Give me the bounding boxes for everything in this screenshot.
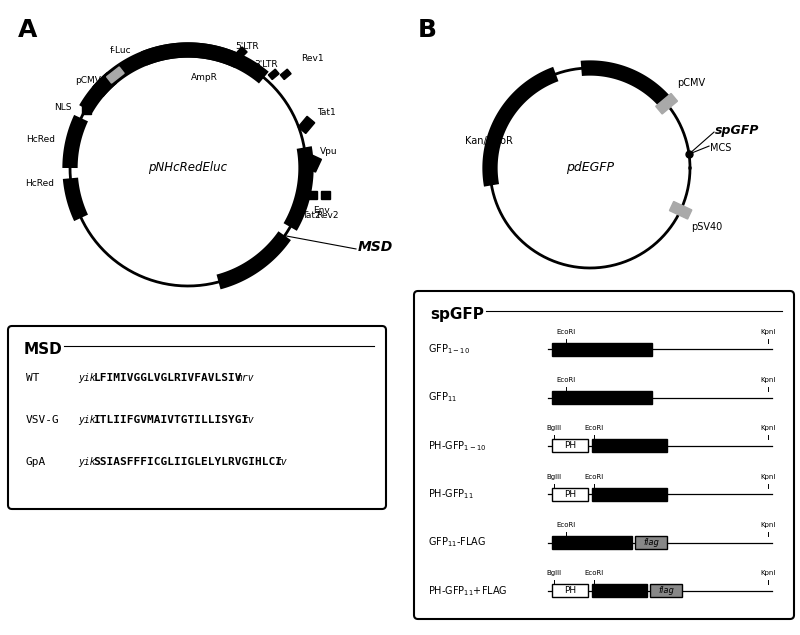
Text: MCS: MCS [710,143,731,153]
Bar [82,105,91,114]
Bar [552,391,652,404]
Bar [552,343,652,356]
Text: PH-GFP$_{1-10}$: PH-GFP$_{1-10}$ [428,439,487,453]
Text: GFP$_{11}$-FLAG: GFP$_{11}$-FLAG [428,535,486,549]
Text: flag: flag [643,538,659,547]
Text: EcoRI: EcoRI [584,425,604,431]
Text: KpnI: KpnI [760,329,776,335]
Text: GFP$_{1-10}$: GFP$_{1-10}$ [428,342,470,356]
FancyBboxPatch shape [414,291,794,619]
Bar [635,536,667,549]
Bar [268,69,279,79]
Text: AmpR: AmpR [191,73,218,82]
Text: pdEGFP: pdEGFP [566,161,614,175]
Text: EcoRI: EcoRI [584,570,604,577]
Bar [552,488,588,500]
Text: rv: rv [243,415,255,425]
Text: EcoRI: EcoRI [556,377,576,383]
Text: LFIMIVGGLVGLRIVFAVLSIV: LFIMIVGGLVGLRIVFAVLSIV [94,373,242,383]
Text: 5'LTR: 5'LTR [235,42,259,51]
Text: BglII: BglII [546,570,562,577]
Text: PH: PH [564,586,576,596]
Text: Vpu: Vpu [320,147,338,156]
Text: A: A [18,18,38,42]
Text: pCMV: pCMV [677,79,705,88]
Text: PH: PH [564,490,576,498]
Text: rv: rv [275,457,287,467]
Text: SSIASFFFICGLIIGLELYLRVGIHLCI: SSIASFFFICGLIIGLELYLRVGIHLCI [94,457,282,467]
Text: Tat1: Tat1 [317,108,336,117]
Text: B: B [418,18,437,42]
Text: Kan/NeoR: Kan/NeoR [466,136,514,146]
Polygon shape [237,47,247,57]
Text: yik: yik [78,415,96,425]
Text: pCMV: pCMV [75,76,102,84]
Text: HcRed: HcRed [25,179,54,188]
FancyBboxPatch shape [8,326,386,509]
Text: KpnI: KpnI [760,522,776,528]
Text: EcoRI: EcoRI [584,474,604,479]
Text: EcoRI: EcoRI [556,329,576,335]
Text: 3'LTR: 3'LTR [254,60,278,69]
Bar [670,201,692,219]
Bar [106,67,124,83]
Bar [650,584,682,598]
Text: f-Luc: f-Luc [110,46,131,55]
Text: VSV-G: VSV-G [26,415,60,425]
Text: PH-GFP$_{11}$: PH-GFP$_{11}$ [428,487,474,501]
Text: ITLIIFGVMAIVTGTILLISYGI: ITLIIFGVMAIVTGTILLISYGI [94,415,249,425]
Text: BglII: BglII [546,474,562,479]
Text: yik: yik [78,373,96,383]
Bar [552,584,588,598]
Text: flag: flag [658,586,674,596]
Text: PH-GFP$_{11}$+FLAG: PH-GFP$_{11}$+FLAG [428,584,507,598]
Text: KpnI: KpnI [760,425,776,431]
Text: spGFP: spGFP [430,307,484,322]
Text: MSD: MSD [358,240,394,254]
Text: EcoRI: EcoRI [556,522,576,528]
Text: MSD: MSD [24,342,62,357]
Text: spGFP: spGFP [715,124,759,137]
Bar [592,584,647,598]
Bar [298,116,314,133]
Text: GpA: GpA [26,457,46,467]
Bar [592,488,667,500]
Text: pSV40: pSV40 [690,222,722,232]
Text: KpnI: KpnI [760,570,776,577]
Text: BglII: BglII [546,425,562,431]
Text: Env: Env [314,206,330,215]
Text: Tat2: Tat2 [302,211,321,220]
Text: KpnI: KpnI [760,377,776,383]
Bar [280,69,291,79]
Text: pNHcRedEluc: pNHcRedEluc [149,161,227,175]
Text: PH: PH [564,441,576,450]
Bar [656,93,678,114]
Text: nrv: nrv [237,373,254,383]
Text: KpnI: KpnI [760,474,776,479]
Bar [306,155,322,172]
Bar [308,190,318,199]
Bar [322,190,330,199]
Text: Rev2: Rev2 [316,211,338,220]
Text: yik: yik [78,457,96,467]
Text: Rev1: Rev1 [302,53,324,63]
Text: HcRed: HcRed [26,135,55,144]
Text: NLS: NLS [54,102,72,112]
Text: WT: WT [26,373,39,383]
Bar [552,439,588,452]
Text: GFP$_{11}$: GFP$_{11}$ [428,391,457,404]
Bar [592,439,667,452]
Bar [552,536,632,549]
